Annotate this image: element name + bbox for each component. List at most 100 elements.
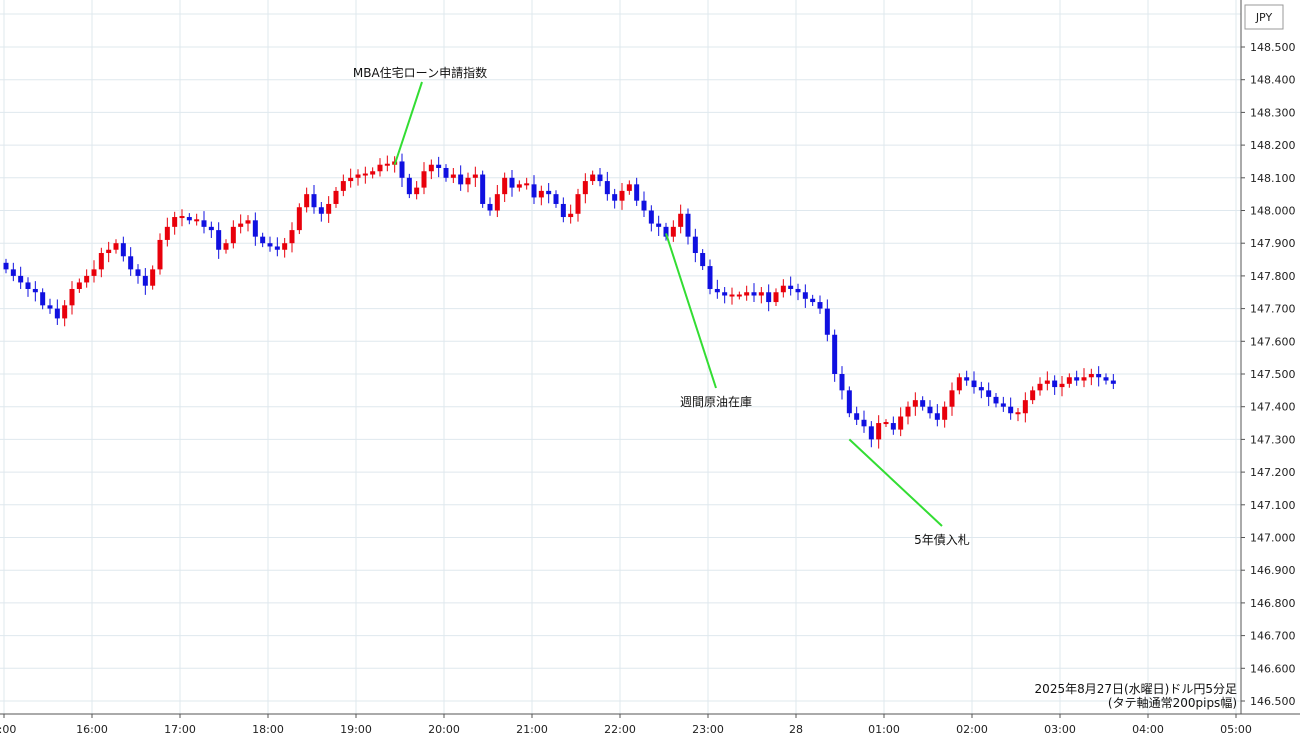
candle-body — [949, 390, 955, 407]
candle-body — [465, 177, 471, 185]
candle — [274, 237, 280, 257]
candle — [1110, 374, 1116, 390]
grid-lines — [0, 0, 1241, 714]
candle-body — [942, 406, 948, 420]
candle — [912, 392, 918, 416]
candle-body — [1066, 377, 1072, 384]
candle-body — [978, 387, 984, 391]
candle — [40, 288, 46, 310]
candle-body — [1081, 377, 1087, 381]
candle — [854, 406, 860, 426]
candle-body — [729, 294, 735, 297]
candle-body — [91, 269, 97, 276]
candle — [333, 186, 339, 208]
candle — [465, 172, 471, 193]
x-tick-label: 02:00 — [956, 723, 988, 736]
candle — [76, 278, 82, 293]
candle-body — [531, 184, 537, 198]
y-tick-label: 147.200 — [1250, 466, 1296, 479]
candle — [861, 410, 867, 433]
candle — [744, 285, 750, 301]
candle-body — [905, 406, 911, 417]
candle — [179, 209, 185, 227]
candle — [120, 236, 126, 262]
candle — [700, 249, 706, 271]
candle-body — [1008, 406, 1014, 414]
candle — [758, 287, 764, 304]
x-tick-label: 04:00 — [1132, 723, 1164, 736]
candle — [458, 165, 464, 191]
x-tick-label: 19:00 — [340, 723, 372, 736]
candle — [480, 170, 486, 208]
candle-body — [509, 177, 515, 188]
y-tick-label: 147.100 — [1250, 499, 1296, 512]
candle — [956, 373, 962, 395]
candle-body — [641, 200, 647, 211]
x-tick-label: 03:00 — [1044, 723, 1076, 736]
candle — [201, 211, 207, 234]
candle — [428, 159, 434, 180]
candle — [839, 366, 845, 400]
y-tick-label: 146.500 — [1250, 695, 1296, 708]
y-tick-label: 146.600 — [1250, 662, 1296, 675]
candle — [898, 407, 904, 437]
candle-body — [384, 163, 390, 166]
candle — [487, 197, 493, 216]
candle — [1088, 368, 1094, 386]
candle — [942, 401, 948, 428]
candle-body — [898, 416, 904, 430]
candle — [172, 211, 178, 235]
candle — [421, 162, 427, 195]
candle-body — [10, 269, 16, 276]
candle — [729, 287, 735, 305]
candle-body — [487, 203, 493, 211]
candle-body — [421, 171, 427, 188]
footer-title: 2025年8月27日(水曜日)ドル円5分足 — [1035, 682, 1237, 696]
candle-body — [472, 174, 478, 178]
candle-body — [1052, 380, 1058, 388]
candle — [538, 185, 544, 206]
candle-body — [458, 174, 464, 185]
candle — [318, 201, 324, 222]
candle-body — [164, 226, 170, 240]
candle-body — [223, 243, 229, 250]
candle-body — [1000, 403, 1006, 407]
candle-body — [106, 249, 112, 254]
candle-body — [604, 181, 610, 195]
candle-body — [1103, 377, 1109, 381]
candle-body — [355, 174, 361, 178]
candle-body — [69, 288, 75, 306]
candle-body — [113, 243, 119, 250]
candle-body — [758, 292, 764, 296]
candle-body — [692, 236, 698, 254]
candle-body — [76, 282, 82, 289]
candle — [399, 153, 405, 187]
candle — [157, 233, 163, 275]
candle-body — [3, 262, 9, 270]
candle-body — [685, 213, 691, 237]
candle — [1022, 392, 1028, 423]
candle-body — [722, 292, 728, 296]
candle — [150, 265, 156, 290]
candle — [1059, 375, 1065, 397]
x-tick-label: 16:00 — [76, 723, 108, 736]
candle — [868, 421, 874, 448]
candle — [1044, 371, 1050, 391]
candle — [1074, 370, 1080, 386]
candle-body — [582, 181, 588, 195]
candle-body — [377, 164, 383, 172]
candle-body — [744, 292, 750, 296]
annotation-pointer — [393, 81, 423, 166]
candle — [619, 183, 625, 210]
candle-body — [612, 194, 618, 201]
candle — [69, 281, 75, 315]
candle — [766, 284, 772, 312]
candle-body — [326, 203, 332, 214]
candle-body — [964, 377, 970, 381]
candle-body — [443, 167, 449, 178]
candle — [1081, 368, 1087, 388]
y-tick-label: 148.000 — [1250, 205, 1296, 218]
candle — [905, 401, 911, 425]
candle — [524, 177, 530, 190]
